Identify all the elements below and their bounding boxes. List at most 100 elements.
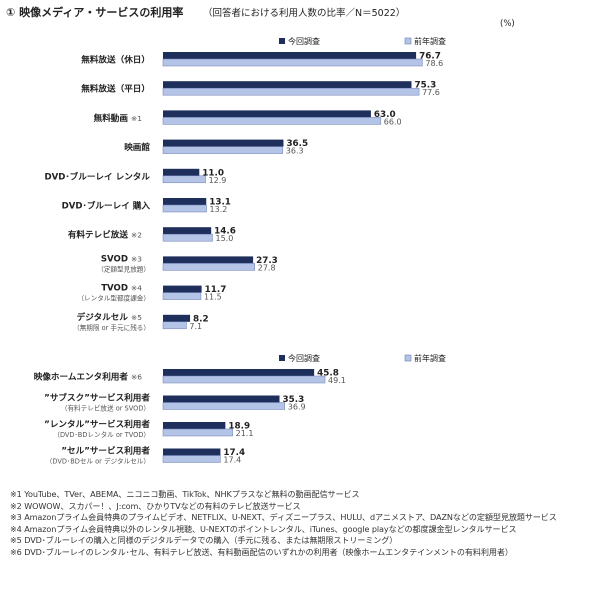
legend-label-previous: 前年調査 xyxy=(414,36,446,46)
bar-current xyxy=(163,448,221,456)
value-label-current: 18.9 xyxy=(228,422,250,432)
category-sublabel: （レンタル型都度課金） xyxy=(77,294,150,303)
category-note: ※4 xyxy=(131,284,142,293)
category-label: ”サブスク”サービス利用者 xyxy=(44,392,150,404)
value-label-current: 76.7 xyxy=(419,52,441,62)
category-sublabel: （DVD･BDセル or デジタルセル） xyxy=(46,457,150,466)
legend-label-current: 今回調査 xyxy=(288,353,320,363)
bar-previous xyxy=(162,375,326,384)
value-label-previous: 7.1 xyxy=(189,322,202,331)
bar-previous xyxy=(162,204,207,213)
value-label-previous: 17.4 xyxy=(223,456,241,465)
value-label-previous: 27.8 xyxy=(258,263,276,272)
category-label: SVOD xyxy=(101,254,128,264)
value-label-current: 27.3 xyxy=(256,256,278,266)
category-sublabel: （DVD･BDレンタル or TVOD） xyxy=(53,430,150,439)
bar-previous xyxy=(162,263,255,271)
footnote-6: ※6 DVD･ブルーレイのレンタル･セル、有料テレビ放送、有料動画配信のいずれか… xyxy=(10,546,513,557)
bar-current xyxy=(163,422,226,429)
footnotes: ※1 YouTube、TVer、ABEMA、ニコニコ動画、TikTok、NHKプ… xyxy=(10,489,595,559)
bar-previous xyxy=(162,146,284,154)
bar-previous xyxy=(162,292,202,300)
chart-title: ① 映像メディア・サービスの利用率 xyxy=(6,5,183,19)
category-label: 映画館 xyxy=(124,141,150,153)
category-label: TVOD xyxy=(101,284,128,294)
category-label: ”レンタル”サービス利用者 xyxy=(44,418,150,430)
bar-previous xyxy=(162,233,213,242)
value-label-previous: 21.1 xyxy=(236,429,254,438)
footnote-3: ※3 Amazonプライム会員特典のプライムビデオ、NETFLIX、U-NEXT… xyxy=(10,512,557,523)
bar-previous xyxy=(162,321,187,330)
category-label: 無料動画 xyxy=(94,112,128,124)
legend-swatch-current xyxy=(279,38,285,44)
bar-current xyxy=(163,256,254,264)
value-label-current: 8.2 xyxy=(193,314,209,324)
value-label-previous: 36.9 xyxy=(288,403,306,412)
value-label-previous: 49.1 xyxy=(328,376,346,385)
bar-current xyxy=(163,369,315,376)
footnote-1: ※1 YouTube、TVer、ABEMA、ニコニコ動画、TikTok、NHKプ… xyxy=(10,489,360,499)
value-label-current: 14.6 xyxy=(214,227,236,237)
value-label-current: 13.1 xyxy=(209,198,231,208)
value-label-current: 35.3 xyxy=(282,395,304,405)
value-label-previous: 66.0 xyxy=(384,117,402,126)
bar-previous xyxy=(162,455,221,463)
category-label: 有料テレビ放送 xyxy=(68,229,129,241)
bar-current xyxy=(163,110,371,118)
value-label-previous: 11.5 xyxy=(204,293,222,302)
bar-current xyxy=(163,81,412,89)
value-label-current: 17.4 xyxy=(223,448,245,458)
bar-previous xyxy=(162,87,420,96)
category-sublabel: （有料テレビ放送 or SVOD） xyxy=(61,404,150,413)
value-label-previous: 77.6 xyxy=(422,88,440,97)
category-note: ※2 xyxy=(131,231,142,240)
bar-previous xyxy=(162,428,233,437)
bar-current xyxy=(163,168,200,176)
bar-current xyxy=(163,314,191,322)
bar-current xyxy=(163,285,202,293)
category-label: 無料放送（休日） xyxy=(81,54,150,66)
chart-subtitle: （回答者における利用人数の比率／N＝5022） xyxy=(203,7,405,19)
bar-previous xyxy=(162,402,286,410)
bar-previous xyxy=(162,58,423,67)
legend-swatch-previous xyxy=(404,37,412,45)
unit-label: (%) xyxy=(500,19,515,29)
legend-swatch-previous xyxy=(404,354,412,362)
footnote-4: ※4 Amazonプライム会員特典以外のレンタル視聴、U-NEXTのポイントレン… xyxy=(10,523,517,534)
category-note: ※1 xyxy=(131,114,142,123)
bar-current xyxy=(163,395,280,403)
bar-current xyxy=(163,52,417,59)
bar-previous xyxy=(162,175,206,184)
category-sublabel: （無期限 or 手元に残る） xyxy=(73,323,150,332)
footnote-2: ※2 WOWOW、スカパー！、J:com、ひかりTVなどの有料のテレビ放送サービ… xyxy=(10,500,301,511)
category-label: デジタルセル xyxy=(77,311,129,323)
legend-label-previous: 前年調査 xyxy=(414,353,446,363)
category-label: DVD･ブルーレイ 購入 xyxy=(62,200,151,212)
value-label-previous: 15.0 xyxy=(216,234,234,243)
value-label-current: 63.0 xyxy=(374,110,396,120)
legend-swatch-current xyxy=(279,355,285,361)
value-label-previous: 12.9 xyxy=(209,176,227,185)
footnote-5: ※5 DVD･ブルーレイの購入と同様のデジタルデータでの購入（手元に残る、または… xyxy=(10,535,398,546)
bar-previous xyxy=(162,117,382,125)
category-note: ※5 xyxy=(131,313,142,322)
category-note: ※3 xyxy=(131,254,142,263)
category-note: ※6 xyxy=(131,373,142,382)
value-label-previous: 13.2 xyxy=(210,205,228,214)
category-label: ”セル”サービス利用者 xyxy=(61,445,150,457)
bar-current xyxy=(163,227,212,235)
value-label-current: 36.5 xyxy=(286,139,308,149)
category-label: 映像ホームエンタ利用者 xyxy=(34,371,129,383)
value-label-current: 75.3 xyxy=(414,81,436,91)
bar-current xyxy=(163,139,284,147)
value-label-current: 11.0 xyxy=(202,168,224,178)
value-label-current: 11.7 xyxy=(205,285,227,295)
value-label-current: 45.8 xyxy=(317,369,339,379)
category-label: DVD･ブルーレイ レンタル xyxy=(44,170,150,182)
bar-current xyxy=(163,198,207,205)
value-label-previous: 78.6 xyxy=(425,59,443,68)
category-label: 無料放送（平日） xyxy=(81,83,150,95)
category-sublabel: （定額型見放題） xyxy=(97,264,150,273)
